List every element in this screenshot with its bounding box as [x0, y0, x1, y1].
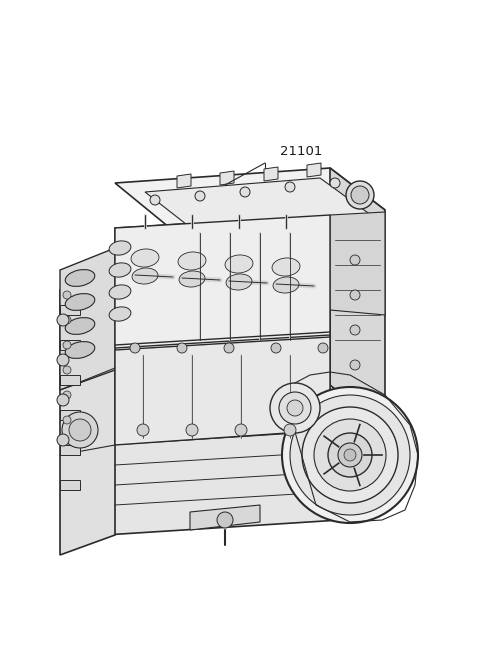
Ellipse shape	[109, 241, 131, 255]
Circle shape	[63, 316, 71, 324]
Circle shape	[302, 407, 398, 503]
Polygon shape	[60, 445, 80, 455]
Ellipse shape	[109, 285, 131, 299]
Circle shape	[177, 343, 187, 353]
Ellipse shape	[65, 294, 95, 310]
Circle shape	[150, 195, 160, 205]
Ellipse shape	[272, 258, 300, 276]
Circle shape	[57, 394, 69, 406]
Circle shape	[346, 181, 374, 209]
Polygon shape	[330, 168, 385, 430]
Polygon shape	[115, 215, 330, 445]
Circle shape	[314, 419, 386, 491]
Circle shape	[318, 343, 328, 353]
Circle shape	[63, 291, 71, 299]
Circle shape	[330, 178, 340, 188]
Polygon shape	[105, 430, 340, 535]
Circle shape	[351, 186, 369, 204]
Circle shape	[130, 343, 140, 353]
Polygon shape	[60, 265, 115, 555]
Polygon shape	[220, 171, 234, 185]
Ellipse shape	[178, 252, 206, 270]
Polygon shape	[190, 505, 260, 530]
Ellipse shape	[65, 342, 95, 358]
Polygon shape	[177, 174, 191, 188]
Circle shape	[57, 314, 69, 326]
Circle shape	[57, 434, 69, 446]
Ellipse shape	[225, 255, 253, 273]
Circle shape	[240, 187, 250, 197]
Ellipse shape	[131, 249, 159, 267]
Ellipse shape	[273, 277, 299, 293]
Polygon shape	[60, 305, 80, 315]
Circle shape	[217, 512, 233, 528]
Polygon shape	[264, 167, 278, 181]
Polygon shape	[115, 215, 330, 348]
Polygon shape	[115, 337, 330, 445]
Polygon shape	[60, 248, 115, 390]
Circle shape	[63, 366, 71, 374]
Polygon shape	[60, 410, 80, 420]
Ellipse shape	[109, 263, 131, 277]
Circle shape	[195, 191, 205, 201]
Circle shape	[344, 449, 356, 461]
Polygon shape	[60, 480, 80, 490]
Circle shape	[271, 343, 281, 353]
Circle shape	[350, 325, 360, 335]
Circle shape	[270, 383, 320, 433]
Circle shape	[285, 182, 295, 192]
Circle shape	[235, 424, 247, 436]
Circle shape	[137, 424, 149, 436]
Circle shape	[284, 424, 296, 436]
Circle shape	[63, 341, 71, 349]
Circle shape	[290, 395, 410, 515]
Circle shape	[350, 290, 360, 300]
Polygon shape	[60, 375, 80, 385]
Circle shape	[338, 443, 362, 467]
Ellipse shape	[226, 274, 252, 290]
Circle shape	[350, 255, 360, 265]
Circle shape	[287, 400, 303, 416]
Circle shape	[282, 387, 418, 523]
Circle shape	[224, 343, 234, 353]
Circle shape	[62, 412, 98, 448]
Circle shape	[350, 360, 360, 370]
Polygon shape	[115, 168, 385, 228]
Ellipse shape	[132, 268, 158, 284]
Polygon shape	[307, 163, 321, 177]
Polygon shape	[60, 340, 80, 350]
Circle shape	[69, 419, 91, 441]
Circle shape	[63, 391, 71, 399]
Ellipse shape	[65, 270, 95, 287]
Polygon shape	[145, 178, 375, 235]
Circle shape	[57, 354, 69, 366]
Polygon shape	[330, 212, 385, 315]
Circle shape	[279, 392, 311, 424]
Text: 21101: 21101	[280, 145, 323, 158]
Ellipse shape	[65, 318, 95, 335]
Ellipse shape	[109, 307, 131, 321]
Circle shape	[63, 416, 71, 424]
Ellipse shape	[179, 271, 205, 287]
Polygon shape	[60, 165, 410, 530]
Circle shape	[328, 433, 372, 477]
Circle shape	[186, 424, 198, 436]
